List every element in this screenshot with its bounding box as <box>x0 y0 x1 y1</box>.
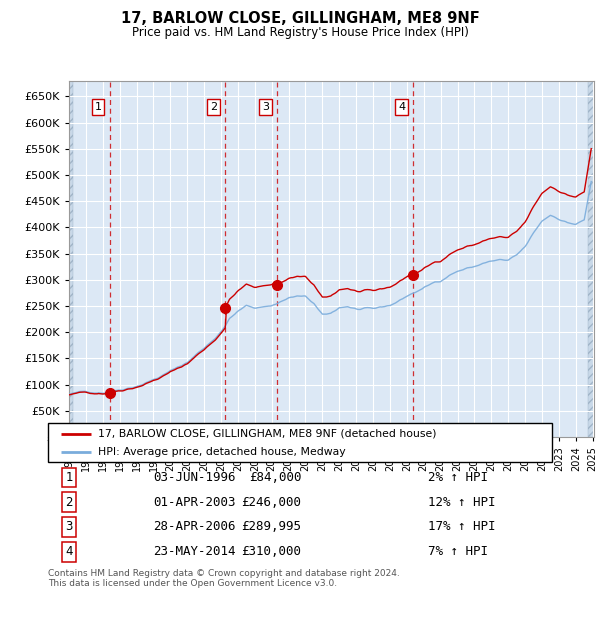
Text: 4: 4 <box>65 546 73 558</box>
Text: 28-APR-2006: 28-APR-2006 <box>154 521 236 533</box>
Text: 4: 4 <box>398 102 405 112</box>
Text: £246,000: £246,000 <box>241 496 301 508</box>
Text: 01-APR-2003: 01-APR-2003 <box>154 496 236 508</box>
Text: £310,000: £310,000 <box>241 546 301 558</box>
Text: Contains HM Land Registry data © Crown copyright and database right 2024.
This d: Contains HM Land Registry data © Crown c… <box>48 569 400 588</box>
Text: 03-JUN-1996: 03-JUN-1996 <box>154 471 236 484</box>
Text: 2: 2 <box>210 102 217 112</box>
Text: HPI: Average price, detached house, Medway: HPI: Average price, detached house, Medw… <box>98 446 346 456</box>
Text: 3: 3 <box>262 102 269 112</box>
Text: 17% ↑ HPI: 17% ↑ HPI <box>428 521 496 533</box>
Text: 7% ↑ HPI: 7% ↑ HPI <box>428 546 488 558</box>
Text: 23-MAY-2014: 23-MAY-2014 <box>154 546 236 558</box>
Text: 12% ↑ HPI: 12% ↑ HPI <box>428 496 496 508</box>
Text: 3: 3 <box>65 521 73 533</box>
Text: Price paid vs. HM Land Registry's House Price Index (HPI): Price paid vs. HM Land Registry's House … <box>131 26 469 39</box>
Text: 17, BARLOW CLOSE, GILLINGHAM, ME8 9NF: 17, BARLOW CLOSE, GILLINGHAM, ME8 9NF <box>121 11 479 26</box>
Text: 1: 1 <box>95 102 101 112</box>
Text: 1: 1 <box>65 471 73 484</box>
Text: £84,000: £84,000 <box>249 471 301 484</box>
Text: £289,995: £289,995 <box>241 521 301 533</box>
Text: 2: 2 <box>65 496 73 508</box>
Text: 2% ↑ HPI: 2% ↑ HPI <box>428 471 488 484</box>
Text: 17, BARLOW CLOSE, GILLINGHAM, ME8 9NF (detached house): 17, BARLOW CLOSE, GILLINGHAM, ME8 9NF (d… <box>98 429 437 439</box>
